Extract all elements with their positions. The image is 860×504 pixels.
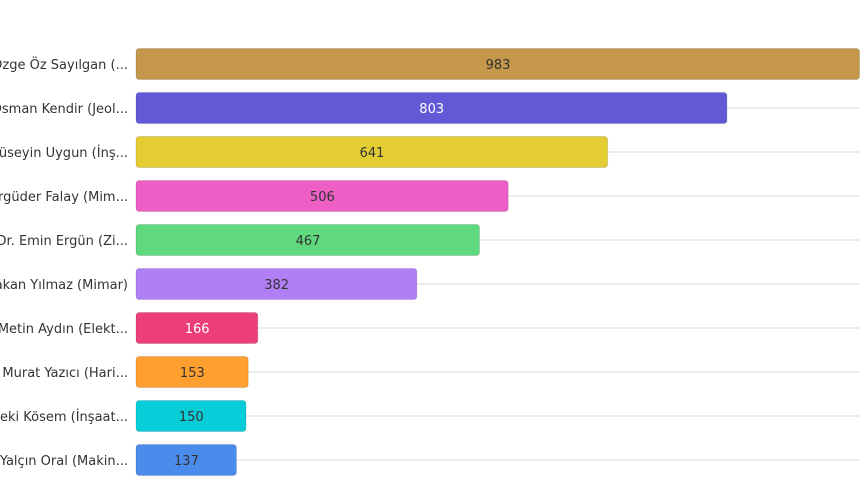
category-label: Murat Yazıcı (Hari... [2,366,128,381]
bar-value-label: 467 [296,234,321,249]
bar[interactable] [135,224,480,256]
bar-value-label: 153 [180,366,205,381]
category-label: Yalçın Oral (Makin... [0,454,128,469]
bar-value-label: 382 [264,278,289,293]
bar[interactable] [135,268,418,300]
bar-value-label: 641 [360,146,385,161]
category-labels: Özge Öz Sayılgan (... Osman Kendir (Jeol.… [0,56,128,469]
bar[interactable] [135,400,247,432]
category-label: Metin Aydın (Elekt... [0,322,128,337]
category-label: Hüseyin Uygun (İnş... [0,145,128,161]
category-label: Ergüder Falay (Mim... [0,190,128,205]
bar[interactable] [135,92,728,124]
bar[interactable] [135,444,237,476]
category-label: Dr. Emin Ergün (Zi... [0,234,128,249]
bar-value-label: 506 [310,190,335,205]
category-label: Zeki Kösem (İnşaat... [0,409,128,425]
category-label: Osman Kendir (Jeol... [0,102,128,117]
bar-value-label: 983 [486,58,511,73]
bar[interactable] [135,180,509,212]
category-label: Özge Öz Sayılgan (... [0,56,128,73]
bar-value-label: 150 [179,410,204,425]
bars: 983 803 641 506 467 382 166 153 150 137 [135,48,860,476]
bar[interactable] [135,136,609,168]
bar-value-label: 166 [185,322,210,337]
category-label: Hakan Yılmaz (Mimar) [0,278,128,293]
bar-value-label: 803 [419,102,444,117]
bar[interactable] [135,356,249,388]
bar-value-label: 137 [174,454,199,469]
bar[interactable] [135,312,259,344]
